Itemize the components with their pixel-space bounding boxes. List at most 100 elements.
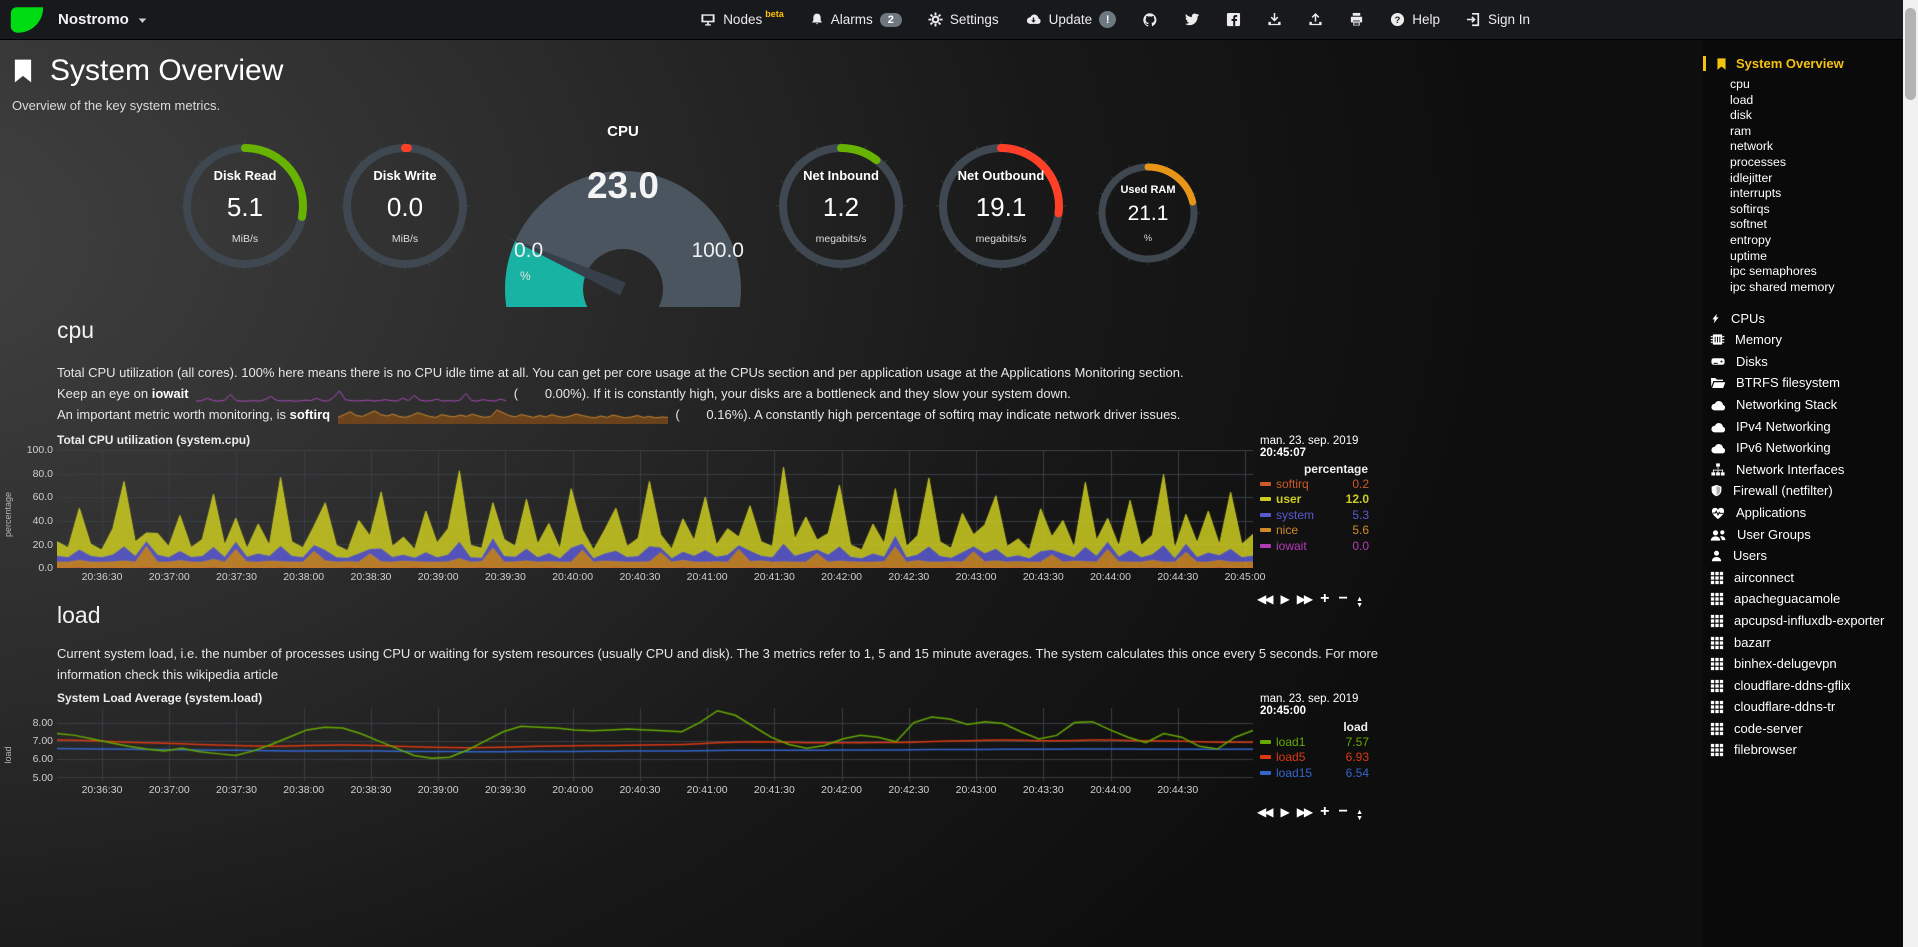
x-tick-label: 20:40:30 xyxy=(619,784,661,797)
sidebar-item-airconnect[interactable]: airconnect xyxy=(1703,566,1903,588)
sidebar-subitem-interrupts[interactable]: interrupts xyxy=(1730,186,1782,201)
nav-printer-button[interactable] xyxy=(1336,0,1377,40)
sidebar-item-networking-stack[interactable]: Networking Stack xyxy=(1703,394,1903,416)
resize-handle-icon[interactable]: ▲ ▼ xyxy=(1356,809,1363,823)
sidebar-item-memory[interactable]: Memory xyxy=(1703,329,1903,351)
net-outbound-gauge[interactable]: Net Outbound 19.1 megabits/s xyxy=(934,139,1068,273)
gauge-unit: megabits/s xyxy=(815,232,867,245)
softirq-sparkline-chart[interactable] xyxy=(337,407,668,424)
cpu-gauge-gauge[interactable]: CPU 23.0 0.0 100.0% xyxy=(498,123,748,352)
used-ram-gauge[interactable]: Used RAM 21.1% xyxy=(1094,159,1202,267)
page-scrollbar[interactable] xyxy=(1903,0,1918,947)
zoom-out-icon[interactable]: − xyxy=(1338,590,1348,608)
sidebar-item-network-interfaces[interactable]: Network Interfaces xyxy=(1703,458,1903,480)
legend-row-nice[interactable]: nice 5.6 xyxy=(1260,523,1369,539)
pan-backward-icon[interactable]: ◀◀ xyxy=(1257,805,1274,820)
gauge-label: Net Inbound xyxy=(803,167,879,183)
legend-row-iowait[interactable]: iowait 0.0 xyxy=(1260,538,1369,554)
sidebar-item-cloudflare-ddns-tr[interactable]: cloudflare-ddns-tr xyxy=(1703,696,1903,718)
gauge-label: Net Outbound xyxy=(957,167,1045,183)
zoom-out-icon[interactable]: − xyxy=(1338,803,1348,821)
netdata-logo-icon xyxy=(10,6,44,34)
cloud-icon xyxy=(1710,422,1726,434)
cpu-chart-canvas[interactable] xyxy=(57,450,1253,569)
nav-help-button[interactable]: ? Help xyxy=(1377,0,1453,40)
sidebar-item-bazarr[interactable]: bazarr xyxy=(1703,631,1903,653)
legend-row-load15[interactable]: load15 6.54 xyxy=(1260,765,1369,781)
sidebar-subitem-softirqs[interactable]: softirqs xyxy=(1730,201,1770,216)
sidebar-item-code-server[interactable]: code-server xyxy=(1703,718,1903,740)
sidebar-item-apcupsd-influxdb-exporter[interactable]: apcupsd-influxdb-exporter xyxy=(1703,610,1903,632)
sidebar-subitem-processes[interactable]: processes xyxy=(1730,154,1787,169)
zoom-in-icon[interactable]: + xyxy=(1320,590,1330,608)
sidebar-item-cloudflare-ddns-gflix[interactable]: cloudflare-ddns-gflix xyxy=(1703,674,1903,696)
legend-row-load1[interactable]: load1 7.57 xyxy=(1260,734,1369,750)
sidebar-item-ipv6-networking[interactable]: IPv6 Networking xyxy=(1703,437,1903,459)
nav-alarms-button[interactable]: Alarms 2 xyxy=(797,0,915,40)
sidebar-item-binhex-delugevpn[interactable]: binhex-delugevpn xyxy=(1703,653,1903,675)
nav-github-button[interactable] xyxy=(1129,0,1171,40)
y-tick-label: 5.00 xyxy=(32,771,53,784)
y-tick-label: 20.0 xyxy=(32,538,53,551)
play-icon[interactable]: ▶ xyxy=(1280,592,1289,607)
sidebar-item-apacheguacamole[interactable]: apacheguacamole xyxy=(1703,588,1903,610)
sidebar-item-btrfs-filesystem[interactable]: BTRFS filesystem xyxy=(1703,372,1903,394)
disk-write-gauge[interactable]: Disk Write 0.0 MiB/s xyxy=(338,139,472,273)
bookmark-icon xyxy=(10,56,36,86)
sidebar-subitem-entropy[interactable]: entropy xyxy=(1730,232,1772,247)
heartbeat-icon xyxy=(1710,506,1726,520)
pan-forward-icon[interactable]: ▶▶ xyxy=(1296,805,1314,820)
sidebar-item-cpus[interactable]: CPUs xyxy=(1703,307,1903,329)
x-tick-label: 20:38:00 xyxy=(283,784,325,797)
nav-settings-button[interactable]: Settings xyxy=(915,0,1012,40)
scrollbar-thumb[interactable] xyxy=(1905,8,1916,100)
chevron-down-icon[interactable] xyxy=(138,11,147,29)
sidebar-menu: System Overview cpu load disk ram network pro… xyxy=(1703,40,1903,947)
sidebar-subitem-cpu[interactable]: cpu xyxy=(1730,77,1750,91)
sidebar-subitem-ipc-semaphores[interactable]: ipc semaphores xyxy=(1730,264,1817,279)
sidebar-subitem-disk[interactable]: disk xyxy=(1730,108,1752,123)
sidebar-item-disks[interactable]: Disks xyxy=(1703,351,1903,373)
pan-forward-icon[interactable]: ▶▶ xyxy=(1296,592,1314,607)
x-tick-label: 20:36:30 xyxy=(81,571,123,584)
nav-upload-button[interactable] xyxy=(1295,0,1336,40)
legend-row-system[interactable]: system 5.3 xyxy=(1260,507,1369,523)
sidebar-item-firewall-netfilter[interactable]: Firewall (netfilter) xyxy=(1703,480,1903,502)
grid-icon xyxy=(1710,679,1724,693)
nav-download-button[interactable] xyxy=(1254,0,1295,40)
sidebar-subitem-load[interactable]: load xyxy=(1730,92,1754,107)
nav-update-button[interactable]: Update! xyxy=(1012,0,1130,40)
brand[interactable]: Nostromo xyxy=(0,6,147,34)
nav-facebook-button[interactable] xyxy=(1213,0,1254,40)
sidebar-item-user-groups[interactable]: User Groups xyxy=(1703,523,1903,545)
sidebar-item-filebrowser[interactable]: filebrowser xyxy=(1703,739,1903,761)
sidebar-subitem-softnet[interactable]: softnet xyxy=(1730,217,1767,232)
sitemap-icon xyxy=(1710,462,1726,477)
sidebar-subitem-uptime[interactable]: uptime xyxy=(1730,248,1767,263)
load-chart-canvas[interactable] xyxy=(57,708,1253,782)
sidebar-subitem-ipc-shared-memory[interactable]: ipc shared memory xyxy=(1730,279,1835,294)
pan-backward-icon[interactable]: ◀◀ xyxy=(1257,592,1274,607)
sidebar-subitem-ram[interactable]: ram xyxy=(1730,123,1752,138)
resize-handle-icon[interactable]: ▲ ▼ xyxy=(1356,596,1363,610)
nav-sign-in-button[interactable]: Sign In xyxy=(1453,0,1543,40)
sidebar-item-users[interactable]: Users xyxy=(1703,545,1903,567)
net-inbound-gauge[interactable]: Net Inbound 1.2 megabits/s xyxy=(774,139,908,273)
legend-row-softirq[interactable]: softirq 0.2 xyxy=(1260,476,1369,492)
legend-row-load5[interactable]: load5 6.93 xyxy=(1260,750,1369,766)
hostname[interactable]: Nostromo xyxy=(58,11,129,28)
nav-nodes-button[interactable]: Nodes beta xyxy=(687,0,797,40)
sidebar-subitem-network[interactable]: network xyxy=(1730,139,1774,154)
sidebar-subitem-idlejitter[interactable]: idlejitter xyxy=(1730,170,1773,185)
sidebar-item-ipv4-networking[interactable]: IPv4 Networking xyxy=(1703,415,1903,437)
nav-twitter-button[interactable] xyxy=(1171,0,1213,40)
gauge-unit: MiB/s xyxy=(231,232,259,245)
zoom-in-icon[interactable]: + xyxy=(1320,803,1330,821)
play-icon[interactable]: ▶ xyxy=(1280,805,1289,820)
sidebar-item-applications[interactable]: Applications xyxy=(1703,502,1903,524)
disk-read-gauge[interactable]: Disk Read 5.1 MiB/s xyxy=(178,139,312,273)
sidebar-item-system-overview[interactable]: System Overview xyxy=(1703,56,1903,71)
gauge-value: 23.0 xyxy=(586,165,659,206)
legend-row-user[interactable]: user 12.0 xyxy=(1260,492,1369,508)
iowait-sparkline-chart[interactable] xyxy=(196,386,507,403)
